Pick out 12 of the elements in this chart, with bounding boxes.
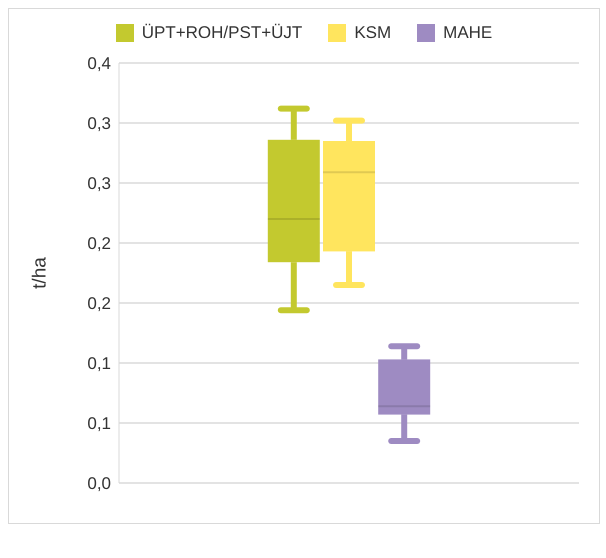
y-tick-label: 0,2 [87, 294, 111, 314]
y-tick-label: 0,0 [87, 474, 111, 494]
legend-label: MAHE [443, 23, 492, 43]
y-tick-label: 0,2 [87, 234, 111, 254]
legend-label: KSM [354, 23, 392, 43]
legend-label: ÜPT+ROH/PST+ÜJT [142, 23, 302, 43]
y-tick-label: 0,3 [87, 114, 111, 134]
y-tick-label: 0,3 [87, 174, 111, 194]
y-axis-title: t/ha [30, 256, 51, 289]
y-tick-label: 0,4 [87, 54, 111, 74]
y-tick-label: 0,1 [87, 354, 111, 374]
y-tick-label: 0,1 [87, 414, 111, 434]
